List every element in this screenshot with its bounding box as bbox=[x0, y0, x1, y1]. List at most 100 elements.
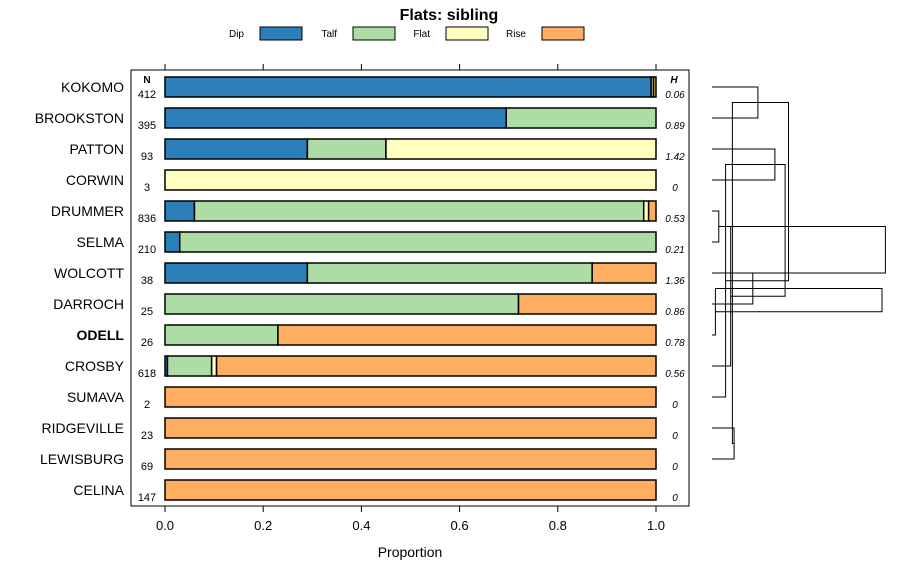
h-value-darroch: 0.86 bbox=[665, 307, 685, 318]
h-value-celina: 0 bbox=[672, 493, 678, 504]
legend-label-rise: Rise bbox=[506, 29, 526, 40]
n-value-darroch: 25 bbox=[141, 306, 153, 318]
bar-selma-dip bbox=[164, 231, 181, 253]
h-value-kokomo: 0.06 bbox=[665, 90, 685, 101]
n-value-selma: 210 bbox=[138, 244, 156, 256]
h-value-corwin: 0 bbox=[672, 183, 678, 194]
n-value-lewisburg: 69 bbox=[141, 461, 153, 473]
bar-row-kokomo bbox=[164, 76, 657, 98]
bar-brookston-talf bbox=[505, 107, 657, 129]
bar-corwin-flat bbox=[164, 169, 657, 191]
bar-row-selma bbox=[164, 231, 657, 253]
dendrogram bbox=[712, 86, 886, 460]
category-labels: KOKOMO 412 0.06 BROOKSTON 395 0.89 PATTON 93 1.4… bbox=[35, 79, 685, 504]
legend-swatch-dip bbox=[259, 26, 303, 41]
category-label-sumava: SUMAVA bbox=[67, 389, 125, 405]
h-value-drummer: 0.53 bbox=[665, 214, 685, 225]
n-value-odell: 26 bbox=[141, 337, 153, 349]
n-value-celina: 147 bbox=[138, 492, 156, 504]
dendrogram-link-10 bbox=[730, 164, 786, 297]
h-value-patton: 1.42 bbox=[665, 152, 685, 163]
x-tick-label-0-0: 0.0 bbox=[156, 518, 174, 533]
n-value-ridgeville: 23 bbox=[141, 430, 153, 442]
plot-frame bbox=[130, 69, 690, 507]
bar-wolcott-dip bbox=[164, 262, 309, 284]
h-value-crosby: 0.56 bbox=[665, 369, 685, 380]
n-column-header: N bbox=[143, 75, 150, 86]
x-tick-label-0-4: 0.4 bbox=[352, 518, 370, 533]
bar-darroch-rise bbox=[517, 293, 657, 315]
legend-swatch-talf bbox=[352, 26, 396, 41]
n-value-crosby: 618 bbox=[138, 368, 156, 380]
n-value-kokomo: 412 bbox=[138, 89, 156, 101]
n-value-brookston: 395 bbox=[138, 120, 156, 132]
bar-ridgeville-rise bbox=[164, 417, 657, 439]
bar-patton-flat bbox=[385, 138, 657, 160]
bar-drummer-rise bbox=[647, 200, 657, 222]
category-label-drummer: DRUMMER bbox=[51, 203, 124, 219]
bar-crosby-talf bbox=[166, 355, 213, 377]
legend-swatch-rise bbox=[541, 26, 585, 41]
dendrogram-link-12 bbox=[718, 226, 886, 274]
bar-crosby-rise bbox=[215, 355, 657, 377]
x-tick-label-0-8: 0.8 bbox=[549, 518, 567, 533]
category-label-selma: SELMA bbox=[77, 234, 125, 250]
bar-row-wolcott bbox=[164, 262, 657, 284]
bar-sumava-rise bbox=[164, 386, 657, 408]
category-label-darroch: DARROCH bbox=[53, 296, 124, 312]
dendrogram-link-4 bbox=[712, 427, 735, 460]
axes-group: 0.0 0.2 0.4 0.6 0.8 1.0 bbox=[156, 64, 665, 533]
bar-kokomo-dip bbox=[164, 76, 652, 98]
h-value-brookston: 0.89 bbox=[665, 121, 685, 132]
n-value-drummer: 836 bbox=[138, 213, 156, 225]
bar-odell-rise bbox=[277, 324, 657, 346]
bar-patton-dip bbox=[164, 138, 309, 160]
category-label-patton: PATTON bbox=[70, 141, 124, 157]
category-label-lewisburg: LEWISBURG bbox=[40, 451, 124, 467]
bars-group bbox=[164, 76, 657, 501]
bar-row-darroch bbox=[164, 293, 657, 315]
bar-selma-talf bbox=[178, 231, 657, 253]
bar-row-corwin bbox=[164, 169, 657, 191]
category-label-corwin: CORWIN bbox=[66, 172, 124, 188]
bar-darroch-talf bbox=[164, 293, 520, 315]
bar-wolcott-rise bbox=[591, 262, 657, 284]
bar-kokomo-rise bbox=[652, 76, 657, 98]
category-label-brookston: BROOKSTON bbox=[35, 110, 124, 126]
bar-row-crosby bbox=[164, 355, 657, 377]
bar-row-lewisburg bbox=[164, 448, 657, 470]
category-label-odell: ODELL bbox=[77, 327, 125, 343]
x-tick-label-0-6: 0.6 bbox=[451, 518, 469, 533]
h-value-selma: 0.21 bbox=[665, 245, 684, 256]
bar-brookston-dip bbox=[164, 107, 507, 129]
dendrogram-link-6 bbox=[712, 226, 732, 367]
h-value-sumava: 0 bbox=[672, 400, 678, 411]
legend: Dip Talf Flat Rise bbox=[229, 26, 585, 41]
chart-title: Flats: sibling bbox=[400, 7, 499, 24]
bar-patton-talf bbox=[306, 138, 387, 160]
x-axis-title: Proportion bbox=[378, 544, 443, 560]
category-label-ridgeville: RIDGEVILLE bbox=[42, 420, 124, 436]
bar-celina-rise bbox=[164, 479, 657, 501]
h-value-odell: 0.78 bbox=[665, 338, 685, 349]
category-label-crosby: CROSBY bbox=[65, 358, 125, 374]
bar-row-celina bbox=[164, 479, 657, 501]
bar-odell-talf bbox=[164, 324, 279, 346]
legend-swatch-flat bbox=[445, 26, 489, 41]
legend-label-talf: Talf bbox=[321, 29, 337, 40]
dendrogram-link-9 bbox=[725, 102, 789, 282]
bar-drummer-talf bbox=[193, 200, 645, 222]
legend-label-dip: Dip bbox=[229, 29, 244, 40]
bar-row-brookston bbox=[164, 107, 657, 129]
category-label-celina: CELINA bbox=[73, 482, 124, 498]
bar-row-odell bbox=[164, 324, 657, 346]
n-value-patton: 93 bbox=[141, 151, 153, 163]
bar-row-drummer bbox=[164, 200, 657, 222]
x-tick-label-1-0: 1.0 bbox=[647, 518, 665, 533]
bar-row-patton bbox=[164, 138, 657, 160]
legend-label-flat: Flat bbox=[413, 29, 430, 40]
bar-row-sumava bbox=[164, 386, 657, 408]
category-label-wolcott: WOLCOTT bbox=[54, 265, 124, 281]
bar-row-ridgeville bbox=[164, 417, 657, 439]
